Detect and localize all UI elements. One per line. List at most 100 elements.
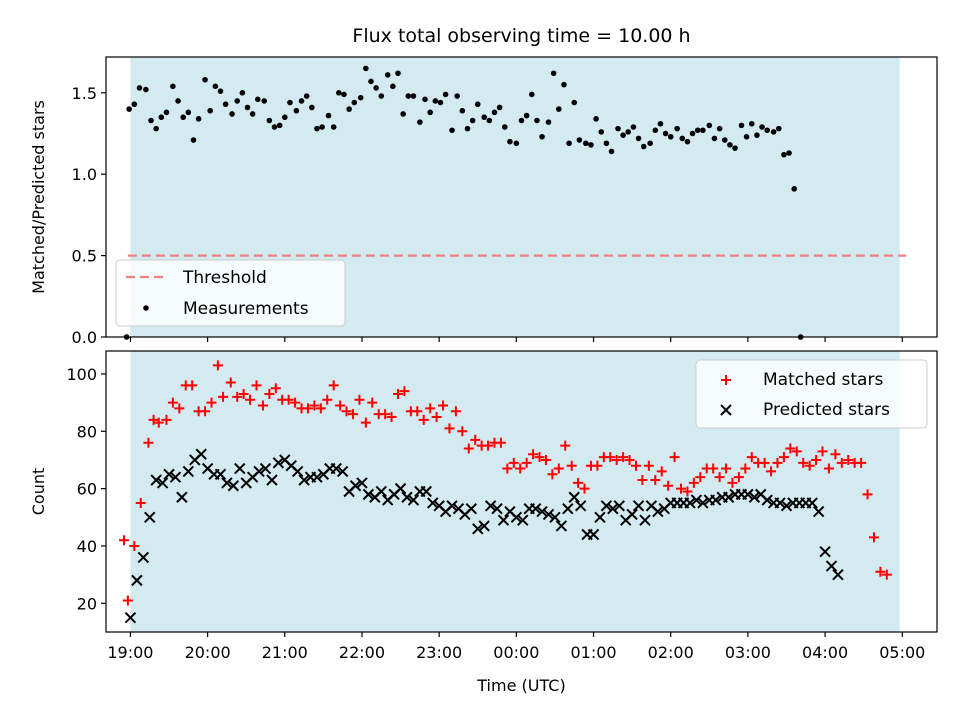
data-point bbox=[637, 475, 648, 486]
data-point bbox=[410, 93, 417, 99]
data-point bbox=[529, 502, 542, 515]
data-point bbox=[740, 463, 751, 474]
data-point bbox=[174, 403, 185, 414]
data-point bbox=[830, 449, 841, 460]
data-point bbox=[169, 471, 182, 483]
data-point bbox=[647, 140, 653, 147]
data-point bbox=[742, 488, 754, 501]
data-point bbox=[669, 452, 680, 463]
data-point bbox=[303, 93, 310, 99]
data-point bbox=[608, 148, 615, 155]
data-point bbox=[315, 403, 326, 414]
data-point bbox=[517, 514, 529, 526]
data-point bbox=[362, 488, 375, 501]
data-point bbox=[238, 389, 249, 400]
data-point bbox=[495, 437, 506, 448]
data-point bbox=[632, 500, 645, 512]
data-point bbox=[158, 114, 165, 121]
data-point bbox=[195, 448, 207, 460]
data-point bbox=[412, 406, 423, 417]
data-point bbox=[212, 360, 223, 371]
data-point bbox=[785, 443, 796, 454]
data-point bbox=[711, 135, 718, 142]
data-point bbox=[212, 83, 219, 90]
data-point bbox=[643, 460, 654, 471]
data-point bbox=[314, 125, 320, 132]
data-point bbox=[780, 500, 793, 512]
data-point bbox=[271, 124, 278, 130]
data-point bbox=[218, 391, 229, 402]
data-point bbox=[615, 125, 621, 132]
count-panel: 20 40 60 80 100 19:00 20:00 21:00 22:00 23:00 00:0… bbox=[29, 350, 938, 695]
data-point bbox=[708, 463, 719, 474]
data-point bbox=[187, 380, 198, 391]
data-point bbox=[781, 151, 787, 158]
data-point bbox=[454, 93, 460, 99]
data-point bbox=[418, 414, 429, 425]
data-point bbox=[568, 491, 580, 503]
data-point bbox=[214, 468, 227, 481]
data-point bbox=[245, 394, 256, 405]
legend-measurements-swatch bbox=[143, 305, 149, 311]
data-point bbox=[579, 483, 590, 494]
data-point bbox=[438, 400, 449, 411]
data-point bbox=[746, 452, 757, 463]
data-point bbox=[363, 65, 369, 72]
data-point bbox=[161, 414, 172, 425]
data-point bbox=[270, 383, 281, 394]
data-point bbox=[823, 463, 834, 474]
data-point bbox=[652, 505, 664, 518]
chart-title: Flux total observing time = 10.00 h bbox=[352, 25, 690, 47]
data-point bbox=[748, 120, 755, 127]
data-point bbox=[832, 568, 844, 581]
data-point bbox=[775, 125, 782, 132]
data-point bbox=[764, 127, 770, 134]
data-point bbox=[156, 477, 169, 489]
data-point bbox=[126, 106, 132, 112]
data-point bbox=[446, 500, 458, 512]
y-axis-label: Count bbox=[29, 468, 48, 516]
data-point bbox=[420, 485, 433, 498]
data-point bbox=[566, 140, 572, 147]
data-point bbox=[562, 502, 574, 515]
data-point bbox=[507, 138, 513, 145]
data-point bbox=[319, 124, 325, 130]
data-point bbox=[607, 502, 619, 515]
data-point bbox=[257, 400, 268, 411]
y-tick-label: 0.5 bbox=[72, 247, 97, 266]
data-point bbox=[422, 96, 428, 103]
data-point bbox=[630, 460, 641, 471]
data-point bbox=[630, 124, 637, 130]
data-point bbox=[432, 98, 439, 104]
data-point bbox=[732, 145, 738, 151]
legend-label: Threshold bbox=[182, 268, 267, 288]
x-tick-label: 20:00 bbox=[185, 643, 231, 662]
legend: Threshold Measurements bbox=[115, 259, 346, 327]
data-point bbox=[225, 377, 236, 388]
data-point bbox=[518, 117, 525, 124]
data-point bbox=[356, 477, 368, 489]
data-point bbox=[566, 460, 577, 471]
data-point bbox=[733, 472, 744, 483]
data-point bbox=[444, 423, 455, 434]
data-point bbox=[328, 380, 339, 391]
data-point bbox=[459, 107, 466, 114]
data-point bbox=[395, 70, 401, 77]
y-tick-label: 1.5 bbox=[72, 84, 97, 103]
data-point bbox=[798, 457, 809, 468]
data-point bbox=[463, 443, 474, 454]
data-point bbox=[605, 452, 616, 463]
data-point bbox=[545, 119, 552, 125]
data-point bbox=[603, 140, 610, 147]
data-point bbox=[259, 462, 272, 475]
data-point bbox=[759, 124, 765, 130]
data-point bbox=[684, 497, 696, 509]
data-point bbox=[119, 535, 130, 546]
data-point bbox=[515, 463, 526, 474]
data-point bbox=[232, 391, 243, 402]
data-point bbox=[710, 494, 722, 506]
data-point bbox=[449, 127, 455, 134]
data-point bbox=[239, 90, 246, 96]
data-point bbox=[688, 477, 699, 488]
